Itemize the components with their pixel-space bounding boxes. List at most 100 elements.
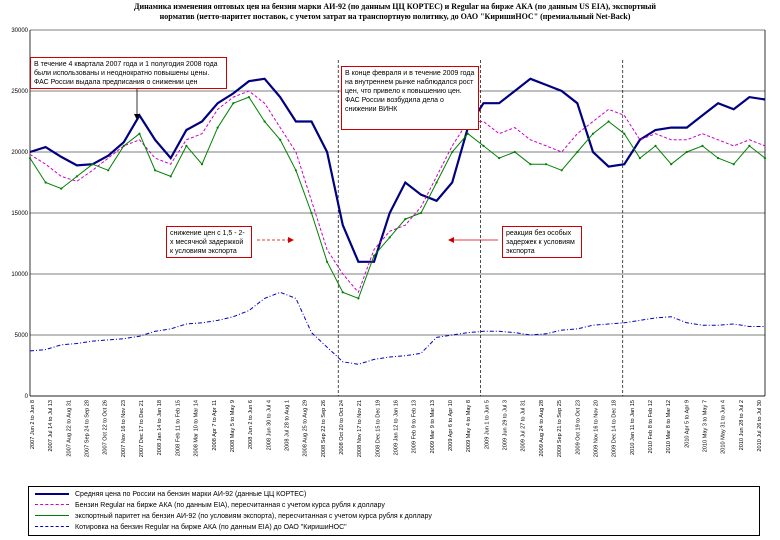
series-3-point-0 [28, 157, 32, 160]
series-3-point-13 [232, 102, 235, 105]
x-axis-ticks: 2007 Jun 2 to Jun 8 2007 Jul 14 to Jul 13… [30, 400, 763, 457]
x-tick-label-13: 2008 Jun 30 to Jul 4 [266, 400, 272, 450]
series-3-point-24 [404, 218, 407, 221]
series-3-point-16 [279, 138, 282, 141]
legend-swatch-4 [35, 526, 69, 527]
series-3-point-8 [154, 169, 157, 172]
x-tick-label-34: 2010 Feb 8 to Feb 12 [648, 400, 654, 454]
legend-item-2: Бензин Regular на бирже АКА (по данным E… [35, 500, 755, 511]
series-3-point-38 [623, 132, 626, 135]
series-3-point-46 [748, 144, 751, 147]
series-3-point-25 [419, 211, 423, 215]
x-tick-label-1: 2007 Jul 14 to Jul 13 [48, 400, 54, 452]
x-tick-label-40: 2010 Jul 26 to Jul 30 [757, 400, 763, 452]
x-tick-label-29: 2009 Sep 21 to Sep 25 [557, 400, 563, 457]
series-3-point-4 [91, 163, 94, 166]
series-3-point-31 [513, 150, 516, 154]
y-tick-label-0: 0 [25, 394, 29, 400]
series-3-point-7 [138, 132, 141, 135]
x-tick-label-25: 2009 Jun 1 to Jun 5 [484, 400, 490, 449]
series-3-point-43 [701, 144, 704, 147]
annotation-text-2: В конце февраля и в течение 2009 года на… [345, 70, 475, 113]
series-3-point-15 [263, 120, 266, 123]
arrow-2-head [288, 237, 294, 243]
x-tick-label-17: 2008 Oct 20 to Oct 24 [339, 400, 345, 455]
x-tick-label-6: 2007 Dec 17 to Dec 21 [139, 400, 145, 457]
series-3-point-30 [498, 157, 501, 160]
y-tick-label-1: 5000 [15, 333, 29, 339]
annotation-arrows [134, 89, 498, 243]
legend-swatch-1 [35, 493, 69, 495]
x-tick-label-18: 2008 Nov 17 to Nov 21 [357, 400, 363, 457]
x-tick-label-9: 2008 Mar 10 to Mar 14 [194, 400, 200, 457]
series-3-point-6 [122, 144, 125, 147]
series-3-point-27 [451, 150, 454, 154]
x-tick-label-8: 2008 Feb 11 to Feb 15 [175, 400, 181, 456]
x-tick-label-33: 2010 Jan 11 to Jan 15 [630, 400, 636, 455]
x-tick-label-37: 2010 May 3 to May 7 [702, 400, 708, 452]
x-tick-label-3: 2007 Sep 24 to Sep 28 [85, 400, 91, 457]
legend-item-1: Средняя цена по России на бензин марки А… [35, 489, 755, 500]
y-tick-label-3: 15000 [11, 211, 28, 217]
series-3-point-39 [638, 157, 641, 160]
series-3-point-26 [435, 181, 438, 184]
x-tick-label-4: 2007 Oct 22 to Oct 26 [103, 400, 109, 455]
series-3-point-47 [763, 157, 767, 160]
x-tick-label-28: 2009 Aug 24 to Aug 28 [539, 400, 545, 457]
series-3-point-19 [326, 260, 329, 263]
legend-label-2: Бензин Regular на бирже АКА (по данным E… [75, 502, 385, 509]
series-line-3 [29, 96, 766, 300]
x-tick-label-36: 2010 Apr 5 to Apr 9 [684, 400, 690, 448]
annotation-box-1: В течение 4 квартала 2007 года и 1 полуг… [30, 57, 227, 89]
x-tick-label-32: 2009 Dec 14 to Dec 18 [612, 400, 618, 457]
series-line-2 [29, 90, 766, 294]
series-3-point-44 [716, 157, 720, 160]
x-tick-label-5: 2007 Nov 16 to Nov 23 [121, 400, 127, 457]
series-3-point-32 [529, 163, 532, 166]
series-3-point-45 [732, 163, 735, 166]
x-tick-label-10: 2008 Apr 7 to Apr 11 [212, 400, 218, 451]
chart-title-line-1: Динамика изменения оптовых цен на бензин… [133, 2, 657, 11]
legend-item-3: экспортный паритет на бензин АИ-92 (по у… [35, 511, 755, 522]
series-3-point-14 [247, 96, 251, 99]
annotation-box-2: В конце февраля и в течение 2009 года на… [341, 66, 479, 130]
x-tick-label-22: 2009 Mar 9 to Mar 13 [430, 400, 436, 453]
x-tick-label-11: 2008 May 5 to May 9 [230, 400, 236, 452]
series-lines [28, 77, 767, 365]
series-line-4 [29, 291, 765, 365]
legend-label-4: Котировка на бензин Regular на бирже АКА… [75, 524, 347, 531]
x-tick-label-38: 2010 May 31 to Jun 4 [721, 400, 727, 454]
chart-title-line-2: норматив (нетто-паритет поставок, с учет… [159, 12, 631, 21]
series-3-point-33 [544, 163, 548, 166]
x-tick-label-14: 2008 Jul 28 to Aug 1 [284, 400, 290, 451]
x-tick-label-20: 2009 Jan 12 to Jan 16 [394, 400, 400, 455]
y-axis-ticks: 0 5000 10000 15000 20000 25000 30000 [11, 28, 28, 400]
legend: Средняя цена по России на бензин марки А… [28, 486, 760, 536]
series-3-point-23 [388, 236, 391, 239]
series-3-point-5 [107, 169, 110, 172]
arrow-1-head [134, 114, 140, 120]
series-3-point-22 [372, 254, 376, 257]
series-3-point-18 [310, 211, 313, 215]
series-3-point-29 [482, 144, 485, 147]
x-tick-label-24: 2009 May 4 to May 8 [466, 400, 472, 452]
annotation-text-1: В течение 4 квартала 2007 года и 1 полуг… [34, 61, 218, 86]
series-3-point-3 [75, 175, 79, 178]
line-chart: 0 5000 10000 15000 20000 25000 30000 2007 Jun … [11, 28, 767, 457]
annotation-box-4: реакция без особых задержек к условиям э… [502, 226, 582, 258]
legend-swatch-3 [35, 515, 69, 516]
x-tick-label-26: 2009 Jun 29 to Jul 3 [503, 400, 509, 450]
series-3-point-41 [670, 163, 673, 166]
x-tick-label-15: 2008 Aug 25 to Aug 29 [303, 400, 309, 457]
annotation-text-3: снижение цен с 1,5 - 2-х месячной задерж… [170, 230, 245, 255]
legend-swatch-2 [35, 504, 69, 505]
series-3-point-17 [294, 169, 297, 172]
x-tick-label-2: 2007 Aug 22 to Aug 31 [66, 400, 72, 457]
chart-title: Динамика изменения оптовых цен на бензин… [30, 2, 760, 22]
series-3-point-21 [357, 297, 360, 300]
series-3-point-11 [200, 163, 204, 166]
series-3-point-34 [560, 169, 563, 172]
x-tick-label-31: 2009 Nov 16 to Nov 20 [593, 400, 599, 457]
x-tick-label-23: 2009 Apr 6 to Apr 10 [448, 400, 454, 451]
series-3-point-42 [685, 150, 688, 154]
